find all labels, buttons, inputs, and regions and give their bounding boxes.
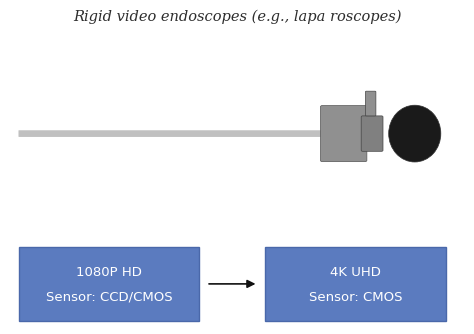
FancyBboxPatch shape (18, 130, 323, 137)
Ellipse shape (389, 105, 441, 162)
FancyBboxPatch shape (365, 91, 376, 116)
FancyBboxPatch shape (361, 116, 383, 151)
Text: 4K UHD: 4K UHD (330, 266, 381, 279)
Text: Sensor: CMOS: Sensor: CMOS (309, 291, 402, 304)
Text: Sensor: CCD/CMOS: Sensor: CCD/CMOS (46, 291, 173, 304)
FancyBboxPatch shape (19, 247, 199, 321)
Text: Rigid video endoscopes (e.g., lapa roscopes): Rigid video endoscopes (e.g., lapa rosco… (73, 10, 401, 24)
Text: 1080P HD: 1080P HD (76, 266, 142, 279)
FancyBboxPatch shape (320, 106, 367, 162)
FancyBboxPatch shape (265, 247, 446, 321)
